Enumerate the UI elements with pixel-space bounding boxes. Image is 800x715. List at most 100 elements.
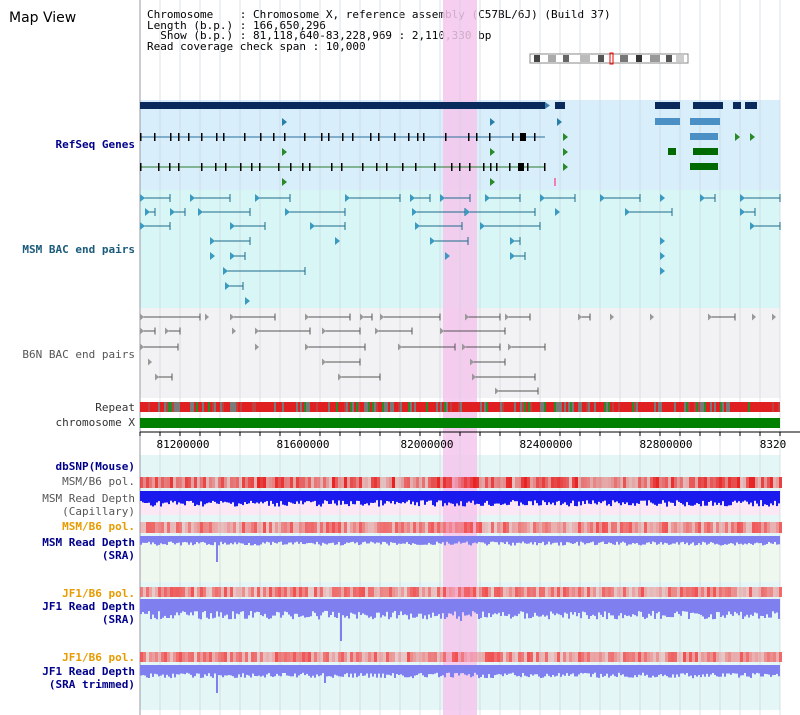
repeat-segment: [626, 402, 628, 412]
read-depth-bar: [482, 536, 484, 543]
ideogram-band: [620, 55, 628, 62]
read-depth-bar: [592, 599, 594, 615]
read-depth-bar: [774, 536, 776, 542]
polymorphism-cell: [398, 522, 401, 533]
repeat-segment: [492, 402, 494, 412]
polymorphism-cell: [767, 652, 770, 662]
track-label-msm-read-depth-cap[interactable]: MSM Read Depth (Capillary): [0, 492, 135, 518]
read-depth-bar: [328, 599, 330, 618]
read-depth-bar: [772, 491, 774, 506]
track-label-refseq[interactable]: RefSeq Genes: [55, 138, 135, 151]
polymorphism-cell: [353, 652, 356, 662]
repeat-segment: [188, 402, 190, 412]
read-depth-bar: [500, 665, 502, 675]
read-depth-bar: [668, 491, 670, 502]
read-depth-bar: [322, 665, 324, 674]
read-depth-bar: [366, 599, 368, 616]
axis-tick-label: 82800000: [640, 438, 693, 451]
read-depth-bar: [372, 599, 374, 620]
track-label-jf1-b6-pol-2[interactable]: JF1/B6 pol.: [62, 651, 135, 664]
read-depth-bar: [156, 491, 158, 503]
polymorphism-cell: [482, 652, 485, 662]
read-depth-bar: [504, 536, 506, 544]
repeat-segment: [226, 402, 228, 412]
read-depth-bar: [702, 665, 704, 675]
repeat-segment: [598, 402, 600, 412]
polymorphism-cell: [215, 587, 218, 597]
read-depth-bar: [542, 536, 544, 542]
read-depth-bar: [150, 665, 152, 674]
read-depth-bar: [358, 491, 360, 501]
polymorphism-cell: [734, 477, 737, 488]
read-depth-bar: [512, 665, 514, 673]
b6n-bac-end: [440, 327, 444, 335]
polymorphism-cell: [776, 587, 779, 597]
repeat-segment: [698, 402, 700, 412]
read-depth-bar: [540, 491, 542, 506]
read-depth-bar: [202, 665, 204, 678]
read-depth-bar: [292, 665, 294, 677]
repeat-segment: [230, 402, 232, 412]
track-label-msm-b6-pol-2[interactable]: MSM/B6 pol.: [62, 520, 135, 533]
track-label-msm-bac[interactable]: MSM BAC end pairs: [22, 243, 135, 256]
read-depth-bar: [170, 599, 172, 616]
polymorphism-cell: [722, 652, 725, 662]
repeat-segment: [352, 402, 354, 412]
read-depth-bar: [520, 599, 522, 612]
polymorphism-cell: [455, 587, 458, 597]
read-depth-bar: [222, 491, 224, 503]
repeat-segment: [324, 402, 326, 412]
track-label-jf1-read-depth-sra[interactable]: JF1 Read Depth (SRA): [0, 600, 135, 626]
read-depth-bar: [450, 536, 452, 545]
read-depth-bar: [552, 536, 554, 544]
track-label-msm-read-depth-sra[interactable]: MSM Read Depth (SRA): [0, 536, 135, 562]
read-depth-bar: [710, 599, 712, 615]
read-depth-bar: [752, 665, 754, 674]
track-label-jf1-read-depth-trim[interactable]: JF1 Read Depth (SRA trimmed): [0, 665, 135, 691]
polymorphism-cell: [347, 587, 350, 597]
repeat-segment: [158, 402, 160, 412]
read-depth-bar: [688, 536, 690, 546]
polymorphism-cell: [164, 587, 167, 597]
track-label-dbsnp[interactable]: dbSNP(Mouse): [55, 460, 135, 473]
read-depth-bar: [226, 665, 228, 676]
read-depth-bar: [492, 536, 494, 542]
read-depth-bar: [598, 665, 600, 678]
polymorphism-cell: [431, 477, 434, 488]
read-depth-bar: [256, 491, 258, 503]
read-depth-bar: [686, 665, 688, 673]
msm-bac-end: [750, 222, 755, 230]
read-depth-bar: [700, 536, 702, 545]
repeat-segment: [680, 402, 682, 412]
polymorphism-cell: [401, 652, 404, 662]
polymorphism-cell: [710, 522, 713, 533]
polymorphism-cell: [737, 522, 740, 533]
polymorphism-cell: [263, 522, 266, 533]
polymorphism-cell: [326, 522, 329, 533]
track-label-msm-b6-pol-1[interactable]: MSM/B6 pol.: [62, 475, 135, 488]
read-depth-bar: [284, 536, 286, 545]
polymorphism-cell: [560, 522, 563, 533]
read-depth-bar: [158, 665, 160, 677]
polymorphism-cell: [290, 587, 293, 597]
read-depth-bar: [640, 599, 642, 612]
repeat-segment: [624, 402, 626, 412]
repeat-segment: [366, 402, 368, 412]
track-label-b6n-bac[interactable]: B6N BAC end pairs: [22, 348, 135, 361]
track-label-jf1-b6-pol-1[interactable]: JF1/B6 pol.: [62, 587, 135, 600]
polymorphism-cell: [713, 587, 716, 597]
read-depth-bar: [236, 665, 238, 678]
polymorphism-cell: [527, 652, 530, 662]
b6n-bac-end: [140, 313, 144, 321]
read-depth-bar: [674, 665, 676, 678]
polymorphism-cell: [419, 652, 422, 662]
read-depth-bar: [532, 491, 534, 506]
read-depth-bar: [584, 665, 586, 673]
refseq-exon: [527, 163, 529, 171]
repeat-segment: [760, 402, 762, 412]
read-depth-bar: [320, 599, 322, 616]
polymorphism-cell: [728, 477, 731, 488]
read-depth-bar: [304, 536, 306, 545]
track-label-repeat[interactable]: Repeat: [95, 401, 135, 414]
